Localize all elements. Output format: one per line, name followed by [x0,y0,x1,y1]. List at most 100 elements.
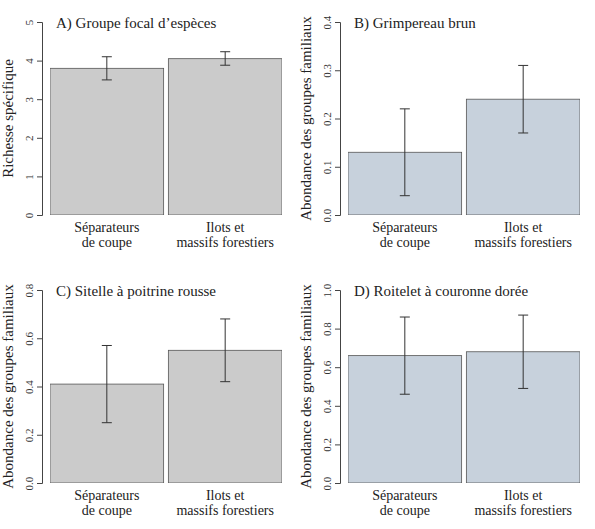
y-tick: 0.8 [321,322,340,336]
y-tick-label: 0.0 [321,476,333,490]
category-label: Ilots etmassifs forestiers [176,488,274,518]
y-tick-mark [335,290,340,291]
error-cap [220,65,230,66]
error-bar [518,65,528,133]
error-cap [220,381,230,382]
y-tick: 5 [23,19,42,25]
error-cap [518,65,528,66]
category-label: Ilots etmassifs forestiers [474,220,572,250]
error-bar [102,345,112,422]
y-tick: 2 [23,136,42,142]
error-line [404,317,405,394]
panel: 012345Richesse spécifiqueA) Groupe focal… [0,15,282,250]
category-label-line: de coupe [380,235,430,250]
y-axis-title: Abondance des groupes familiaux [298,16,314,221]
y-tick-mark [335,367,340,368]
error-line [523,315,524,388]
y-tick-mark [37,176,42,177]
panel-title: A) Groupe focal d’espèces [56,15,217,32]
category-label-line: Séparateurs [74,220,139,235]
error-cap [102,56,112,57]
panel-title: D) Roitelet à couronne dorée [354,283,528,300]
error-cap [220,51,230,52]
plot-area [348,315,580,483]
category-label-line: massifs forestiers [474,503,572,518]
y-tick-label: 0.4 [23,380,35,394]
y-tick: 0.2 [23,428,42,442]
error-line [225,52,226,66]
error-bar [102,57,112,80]
error-cap [400,195,410,196]
category-label-line: Ilots et [206,220,245,235]
category-label-line: massifs forestiers [474,235,572,250]
y-tick-mark [335,483,340,484]
y-tick-label: 5 [23,19,35,25]
y-tick-label: 0.2 [321,112,333,126]
panel-title: B) Grimpereau brun [354,15,476,32]
error-line [404,109,405,196]
plot-area [50,52,282,215]
y-axis-line [37,23,43,216]
panel: 0.00.10.20.30.4Abondance des groupes fam… [298,15,580,250]
error-line [106,57,107,80]
y-tick-mark [335,444,340,445]
panel: 0.0 0.2 0.4 0.6 0.8 1.0 Abondance des groupes … [298,283,580,518]
error-cap [102,79,112,80]
category-label: Séparateursde coupe [372,488,437,518]
bar [50,68,164,215]
y-tick-mark [37,387,42,388]
y-axis-title: Richesse spécifique [0,59,16,178]
y-axis-title: Abondance des groupes familiaux [298,284,314,489]
y-tick-label: 0.6 [23,331,35,345]
y-tick: 0.0 [23,476,42,490]
y-tick: 0.4 [321,15,340,29]
y-tick-mark [37,435,42,436]
y-tick-label: 0.2 [321,438,333,452]
error-cap [220,318,230,319]
y-tick: 3 [23,96,42,102]
error-line [523,65,524,133]
plot-area [348,65,580,215]
y-tick: 4 [23,58,42,64]
category-label-line: massifs forestiers [176,235,274,250]
y-tick-label: 0.0 [23,476,35,490]
y-axis: 0.0 0.2 0.4 0.6 0.8 [23,283,43,490]
category-label: Séparateursde coupe [372,220,437,250]
category-label: Séparateursde coupe [74,220,139,250]
error-cap [518,132,528,133]
y-tick-label: 1.0 [321,283,333,297]
y-tick-label: 0.4 [321,399,333,413]
y-tick-mark [335,167,340,168]
error-line [106,345,107,422]
y-tick: 0 [23,212,42,218]
panel: 0.0 0.2 0.4 0.6 0.8 Abondance des groupes fam… [0,283,282,518]
y-axis-title: Abondance des groupes familiaux [0,284,16,489]
y-axis: 0.0 0.2 0.4 0.6 0.8 1.0 [321,283,341,490]
category-label-line: de coupe [380,503,430,518]
y-tick-label: 0.6 [321,360,333,374]
y-axis: 012345 [23,19,43,218]
error-cap [518,388,528,389]
y-tick-mark [37,338,42,339]
y-tick: 0.2 [321,112,340,126]
bar [168,59,282,215]
y-tick-label: 0 [23,212,35,218]
y-tick-mark [335,406,340,407]
y-tick: 0.0 [321,208,340,222]
category-label-line: Séparateurs [372,488,437,503]
error-cap [400,317,410,318]
y-tick-label: 0.1 [321,160,333,174]
error-cap [518,315,528,316]
error-cap [400,108,410,109]
error-cap [400,394,410,395]
category-label-line: de coupe [82,503,132,518]
y-tick-label: 3 [23,96,35,102]
y-tick: 0.6 [321,360,340,374]
y-tick-label: 0.8 [23,283,35,297]
y-axis: 0.00.10.20.30.4 [321,15,341,222]
figure: 012345Richesse spécifiqueA) Groupe focal… [0,0,595,529]
error-cap [102,422,112,423]
category-label: Ilots etmassifs forestiers [176,220,274,250]
category-label-line: Séparateurs [74,488,139,503]
error-bar [220,52,230,66]
